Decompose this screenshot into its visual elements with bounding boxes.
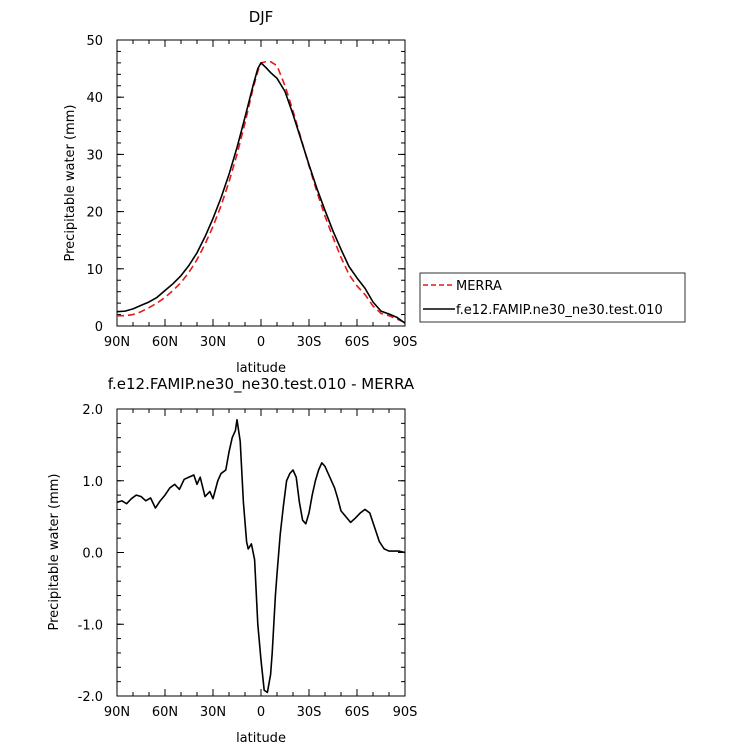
top-y-tick-label: 40 [86, 91, 103, 106]
bottom-y-tick-label: 0.0 [82, 547, 103, 562]
top-x-tick-label: 90S [393, 335, 418, 350]
top-x-tick-label: 30S [297, 335, 322, 350]
top-x-tick-label: 30N [200, 335, 226, 350]
bottom-y-tick-label: 1.0 [82, 475, 103, 490]
bottom-x-tick-label: 90S [393, 705, 418, 720]
top-series-line-f-e12-famip-ne30-ne30-test-010 [116, 62, 406, 324]
bottom-x-tick-label: 30N [200, 705, 226, 720]
bottom-x-tick-label: 60S [345, 705, 370, 720]
bottom-y-tick-label: -2.0 [78, 690, 103, 705]
legend-label-model: f.e12.FAMIP.ne30_ne30.test.010 [456, 303, 663, 318]
bottom-y-tick-label: -1.0 [78, 618, 103, 633]
bottom-panel-difference: f.e12.FAMIP.ne30_ne30.test.010 - MERRA 9… [47, 375, 417, 746]
legend-label-merra: MERRA [456, 279, 502, 294]
bottom-series-group [116, 418, 406, 694]
bottom-x-tick-label: 30S [297, 705, 322, 720]
bottom-series-line-0 [116, 418, 406, 694]
top-y-tick-label: 30 [86, 148, 103, 163]
top-x-tick-label: 0 [257, 335, 265, 350]
bottom-chart-title: f.e12.FAMIP.ne30_ne30.test.010 - MERRA [108, 375, 415, 394]
bottom-x-tick-label: 0 [257, 705, 265, 720]
top-panel-djf: DJF 90N 60N 30N 0 30S 60S 90S 0 10 20 30 40 50 latit… [63, 8, 686, 376]
top-x-tick-label: 90N [104, 335, 130, 350]
top-x-axis-label: latitude [236, 361, 286, 376]
top-x-tick-label: 60S [345, 335, 370, 350]
top-series-group [116, 60, 406, 324]
top-chart-title: DJF [249, 8, 274, 26]
top-y-axis-label: Precipitable water (mm) [63, 105, 78, 262]
legend-box [419, 272, 686, 323]
bottom-x-axis-label: latitude [236, 731, 286, 746]
top-y-tick-label: 10 [86, 263, 103, 278]
top-axis-ticks: 90N 60N 30N 0 30S 60S 90S 0 10 20 30 40 50 [86, 34, 417, 350]
bottom-axis-ticks: 90N 60N 30N 0 30S 60S 90S -2.0 -1.0 0.0 1.0 2.0 [78, 403, 418, 720]
top-x-tick-label: 60N [152, 335, 178, 350]
top-y-tick-label: 20 [86, 206, 103, 221]
top-y-tick-label: 50 [86, 34, 103, 49]
bottom-x-tick-label: 60N [152, 705, 178, 720]
bottom-y-tick-label: 2.0 [82, 403, 103, 418]
bottom-y-axis-label: Precipitable water (mm) [47, 474, 62, 631]
legend: MERRA f.e12.FAMIP.ne30_ne30.test.010 [419, 272, 686, 323]
bottom-x-tick-label: 90N [104, 705, 130, 720]
top-y-tick-label: 0 [95, 320, 103, 335]
